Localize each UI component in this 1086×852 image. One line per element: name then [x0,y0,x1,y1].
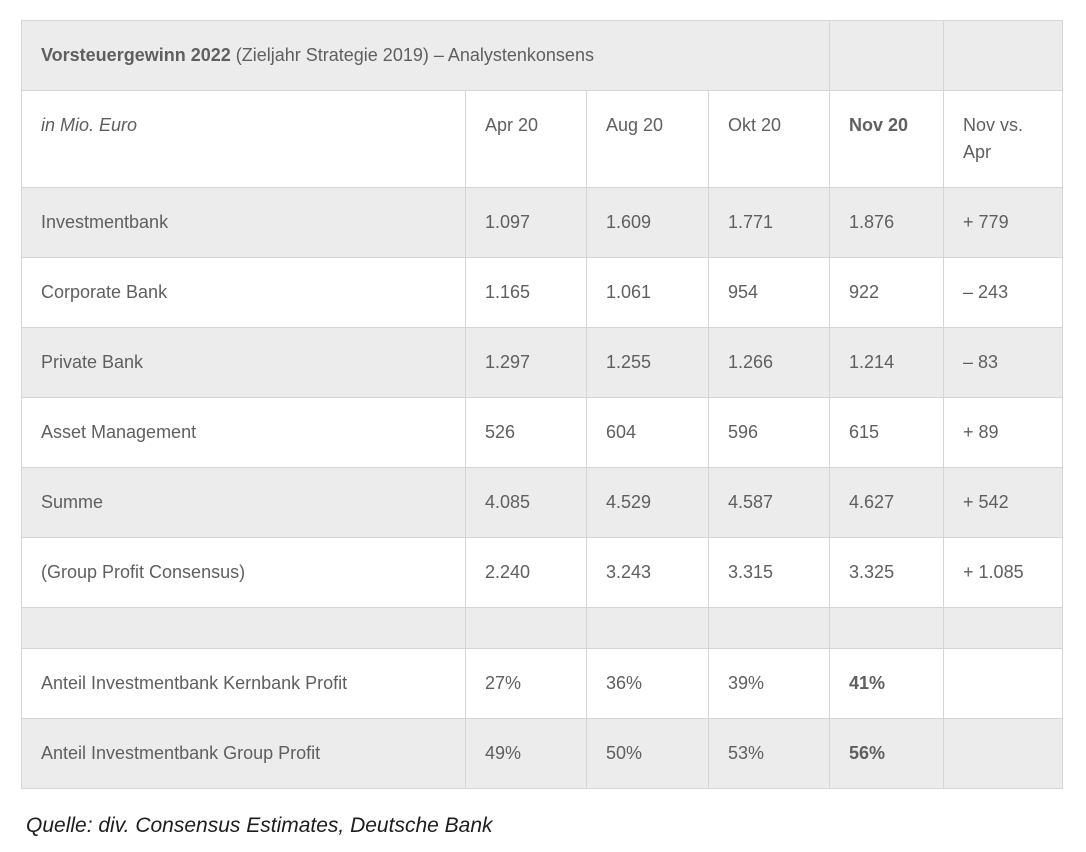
cell-apr-20: 526 [465,397,587,468]
cell-nov-20: 922 [829,257,945,328]
cell-okt-20: 954 [707,257,831,328]
cell-aug-20: 3.243 [586,537,709,608]
row-investmentbank: Investmentbank 1.097 1.609 1.771 1.876 +… [21,187,1064,258]
cell-nov-vs-apr: + 779 [943,187,1064,258]
col-header-apr-20: Apr 20 [465,90,587,188]
cell-okt-20: 596 [707,397,831,468]
row-corporate-bank: Corporate Bank 1.165 1.061 954 922 – 243 [21,257,1064,328]
row-anteil-group-profit: Anteil Investmentbank Group Profit 49% 5… [21,718,1064,789]
cell-nov-vs-apr: + 542 [943,467,1064,538]
spacer-cell [465,607,587,649]
table-title-rest: (Zieljahr Strategie 2019) – Analystenkon… [230,45,594,65]
row-label: Anteil Investmentbank Kernbank Profit [21,648,466,719]
cell-apr-20: 1.165 [465,257,587,328]
cell-aug-20: 1.609 [586,187,709,258]
col-header-aug-20: Aug 20 [586,90,709,188]
spacer-cell [829,607,945,649]
unit-label: in Mio. Euro [21,90,466,188]
cell-apr-20: 27% [465,648,587,719]
table-title-empty-cell [829,20,945,91]
cell-nov-vs-apr: + 89 [943,397,1064,468]
spacer-cell [586,607,709,649]
cell-nov-vs-apr [943,648,1064,719]
row-label: Investmentbank [21,187,466,258]
cell-apr-20: 1.097 [465,187,587,258]
cell-nov-20: 3.325 [829,537,945,608]
row-label: Summe [21,467,466,538]
cell-apr-20: 2.240 [465,537,587,608]
cell-aug-20: 50% [586,718,709,789]
row-label: Anteil Investmentbank Group Profit [21,718,466,789]
cell-aug-20: 1.255 [586,327,709,398]
table-title-bold: Vorsteuergewinn 2022 [41,45,231,65]
cell-aug-20: 36% [586,648,709,719]
cell-apr-20: 1.297 [465,327,587,398]
cell-nov-20: 1.876 [829,187,945,258]
cell-okt-20: 4.587 [707,467,831,538]
cell-nov-vs-apr [943,718,1064,789]
cell-okt-20: 1.771 [707,187,831,258]
cell-nov-vs-apr: + 1.085 [943,537,1064,608]
col-header-nov-vs-apr: Nov vs. Apr [943,90,1064,188]
row-group-profit-consensus: (Group Profit Consensus) 2.240 3.243 3.3… [21,537,1064,608]
table-header-row: in Mio. Euro Apr 20 Aug 20 Okt 20 Nov 20… [21,90,1064,188]
cell-okt-20: 39% [707,648,831,719]
row-asset-management: Asset Management 526 604 596 615 + 89 [21,397,1064,468]
row-label: Asset Management [21,397,466,468]
table-title: Vorsteuergewinn 2022 (Zieljahr Strategie… [20,20,831,91]
row-summe: Summe 4.085 4.529 4.587 4.627 + 542 [21,467,1064,538]
cell-nov-20: 41% [829,648,945,719]
cell-apr-20: 4.085 [465,467,587,538]
row-label: Private Bank [21,327,466,398]
cell-nov-20: 4.627 [829,467,945,538]
table-title-row: Vorsteuergewinn 2022 (Zieljahr Strategie… [20,20,1064,91]
consensus-table: Vorsteuergewinn 2022 (Zieljahr Strategie… [20,20,1064,789]
cell-apr-20: 49% [465,718,587,789]
cell-nov-20: 56% [829,718,945,789]
row-label: Corporate Bank [21,257,466,328]
row-private-bank: Private Bank 1.297 1.255 1.266 1.214 – 8… [21,327,1064,398]
table-title-empty-cell [943,20,1064,91]
cell-okt-20: 53% [707,718,831,789]
cell-aug-20: 4.529 [586,467,709,538]
row-label: (Group Profit Consensus) [21,537,466,608]
spacer-cell [943,607,1064,649]
cell-aug-20: 604 [586,397,709,468]
cell-okt-20: 3.315 [707,537,831,608]
source-note: Quelle: div. Consensus Estimates, Deutsc… [26,814,493,837]
col-header-nov-20: Nov 20 [829,90,945,188]
spacer-cell [707,607,831,649]
spacer-cell [21,607,466,649]
cell-okt-20: 1.266 [707,327,831,398]
cell-nov-20: 1.214 [829,327,945,398]
cell-nov-vs-apr: – 243 [943,257,1064,328]
cell-nov-20: 615 [829,397,945,468]
col-header-okt-20: Okt 20 [707,90,831,188]
row-anteil-kernbank-profit: Anteil Investmentbank Kernbank Profit 27… [21,648,1064,719]
spacer-row [21,607,1064,649]
cell-aug-20: 1.061 [586,257,709,328]
cell-nov-vs-apr: – 83 [943,327,1064,398]
